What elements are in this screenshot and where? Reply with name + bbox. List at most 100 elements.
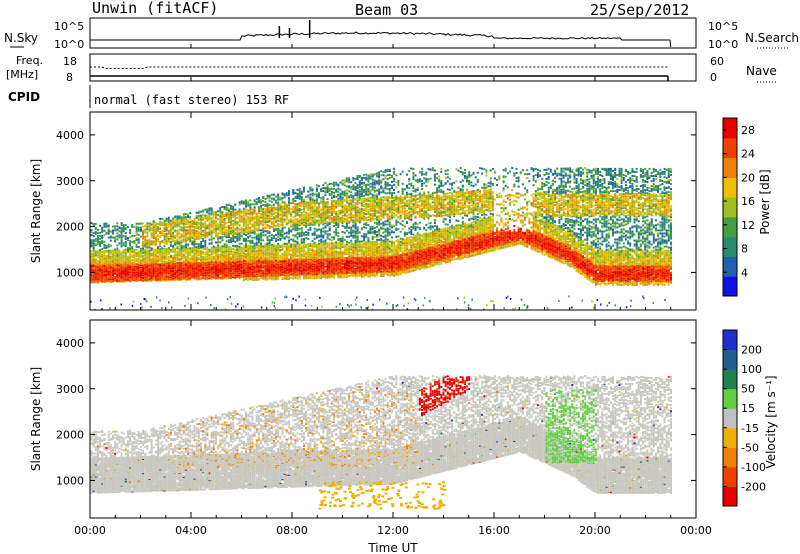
- power-cell: [285, 221, 288, 224]
- power-cell: [189, 263, 192, 266]
- power-cell: [277, 259, 280, 262]
- power-cell: [272, 268, 275, 271]
- power-cell: [268, 252, 271, 255]
- power-cell: [303, 268, 305, 271]
- power-cell: [96, 263, 99, 266]
- power-cell: [290, 257, 293, 260]
- power-cell: [167, 220, 170, 223]
- power-cell: [200, 243, 202, 245]
- power-cell: [232, 271, 235, 274]
- power-cell: [268, 235, 271, 238]
- power-cell: [277, 242, 280, 245]
- power-cell: [232, 227, 235, 230]
- power-cell: [195, 226, 198, 228]
- power-cell: [174, 219, 177, 222]
- power-cell: [109, 263, 112, 266]
- power-cell: [191, 250, 194, 253]
- power-cell: [215, 235, 217, 238]
- power-cell: [109, 239, 112, 242]
- power-cell: [257, 255, 260, 258]
- power-cell: [184, 218, 187, 221]
- power-cell: [94, 243, 97, 246]
- power-cell: [315, 228, 318, 231]
- power-cell: [234, 208, 237, 211]
- power-cell: [245, 199, 247, 202]
- power-cell: [94, 271, 97, 274]
- power-cell: [262, 224, 265, 227]
- power-cell: [266, 242, 269, 245]
- power-cell: [257, 237, 260, 240]
- power-cell: [139, 229, 142, 232]
- power-cell: [165, 217, 168, 220]
- power-cell: [309, 226, 312, 229]
- power-cell: [309, 218, 312, 221]
- power-cell: [109, 264, 112, 267]
- power-cell: [277, 227, 280, 230]
- power-cell: [144, 235, 147, 238]
- power-cell: [285, 194, 288, 197]
- power-cell: [99, 272, 102, 275]
- power-cell: [255, 261, 258, 264]
- power-cell: [245, 277, 247, 280]
- power-cell: [105, 225, 108, 228]
- power-cell: [154, 243, 157, 246]
- power-cell: [257, 215, 260, 218]
- power-cell: [178, 240, 181, 243]
- power-cell: [150, 227, 153, 230]
- power-cell: [142, 229, 144, 232]
- power-cell: [103, 270, 106, 273]
- power-cell: [152, 223, 155, 226]
- power-cell: [191, 247, 194, 250]
- power-cell: [133, 249, 136, 251]
- power-cell: [217, 260, 220, 263]
- power-cell: [318, 185, 320, 188]
- power-cell: [221, 224, 224, 227]
- power-cell: [313, 222, 316, 225]
- power-cell: [127, 267, 129, 270]
- power-cell: [182, 263, 185, 266]
- power-cell: [268, 249, 271, 252]
- power-cell: [255, 243, 258, 246]
- power-cell: [230, 212, 232, 215]
- power-cell: [99, 231, 102, 234]
- power-cell: [204, 217, 207, 220]
- power-cell: [210, 233, 213, 236]
- power-cell: [245, 237, 247, 240]
- power-cell: [96, 237, 99, 239]
- power-cell: [223, 233, 226, 236]
- power-cell: [253, 236, 256, 239]
- power-cell: [208, 253, 211, 256]
- power-cell: [283, 258, 286, 261]
- power-cell: [129, 242, 132, 245]
- power-cell: [262, 277, 265, 280]
- power-cell: [257, 229, 260, 232]
- power-cell: [264, 259, 267, 262]
- power-cell: [208, 248, 211, 251]
- power-cell: [215, 253, 217, 256]
- power-cell: [249, 208, 252, 211]
- power-cell: [204, 253, 207, 256]
- power-cell: [238, 203, 241, 206]
- power-cell: [105, 249, 108, 252]
- power-cell: [264, 230, 267, 233]
- power-cell: [227, 235, 230, 238]
- power-cell: [247, 271, 250, 274]
- power-cell: [94, 268, 97, 271]
- power-cell: [212, 224, 215, 227]
- power-cell: [217, 244, 220, 247]
- power-cell: [215, 213, 217, 216]
- power-cell: [253, 224, 256, 227]
- power-cell: [172, 248, 175, 251]
- power-cell: [294, 261, 297, 264]
- power-cell: [251, 217, 254, 220]
- power-cell: [275, 195, 278, 198]
- power-cell: [225, 246, 228, 249]
- power-cell: [131, 262, 134, 265]
- date-title: 25/Sep/2012: [590, 1, 689, 19]
- power-cell: [251, 214, 254, 217]
- power-cell: [305, 275, 308, 278]
- power-cell: [146, 255, 149, 258]
- power-cell: [204, 241, 207, 244]
- power-cell: [288, 241, 290, 244]
- power-cell: [200, 266, 202, 269]
